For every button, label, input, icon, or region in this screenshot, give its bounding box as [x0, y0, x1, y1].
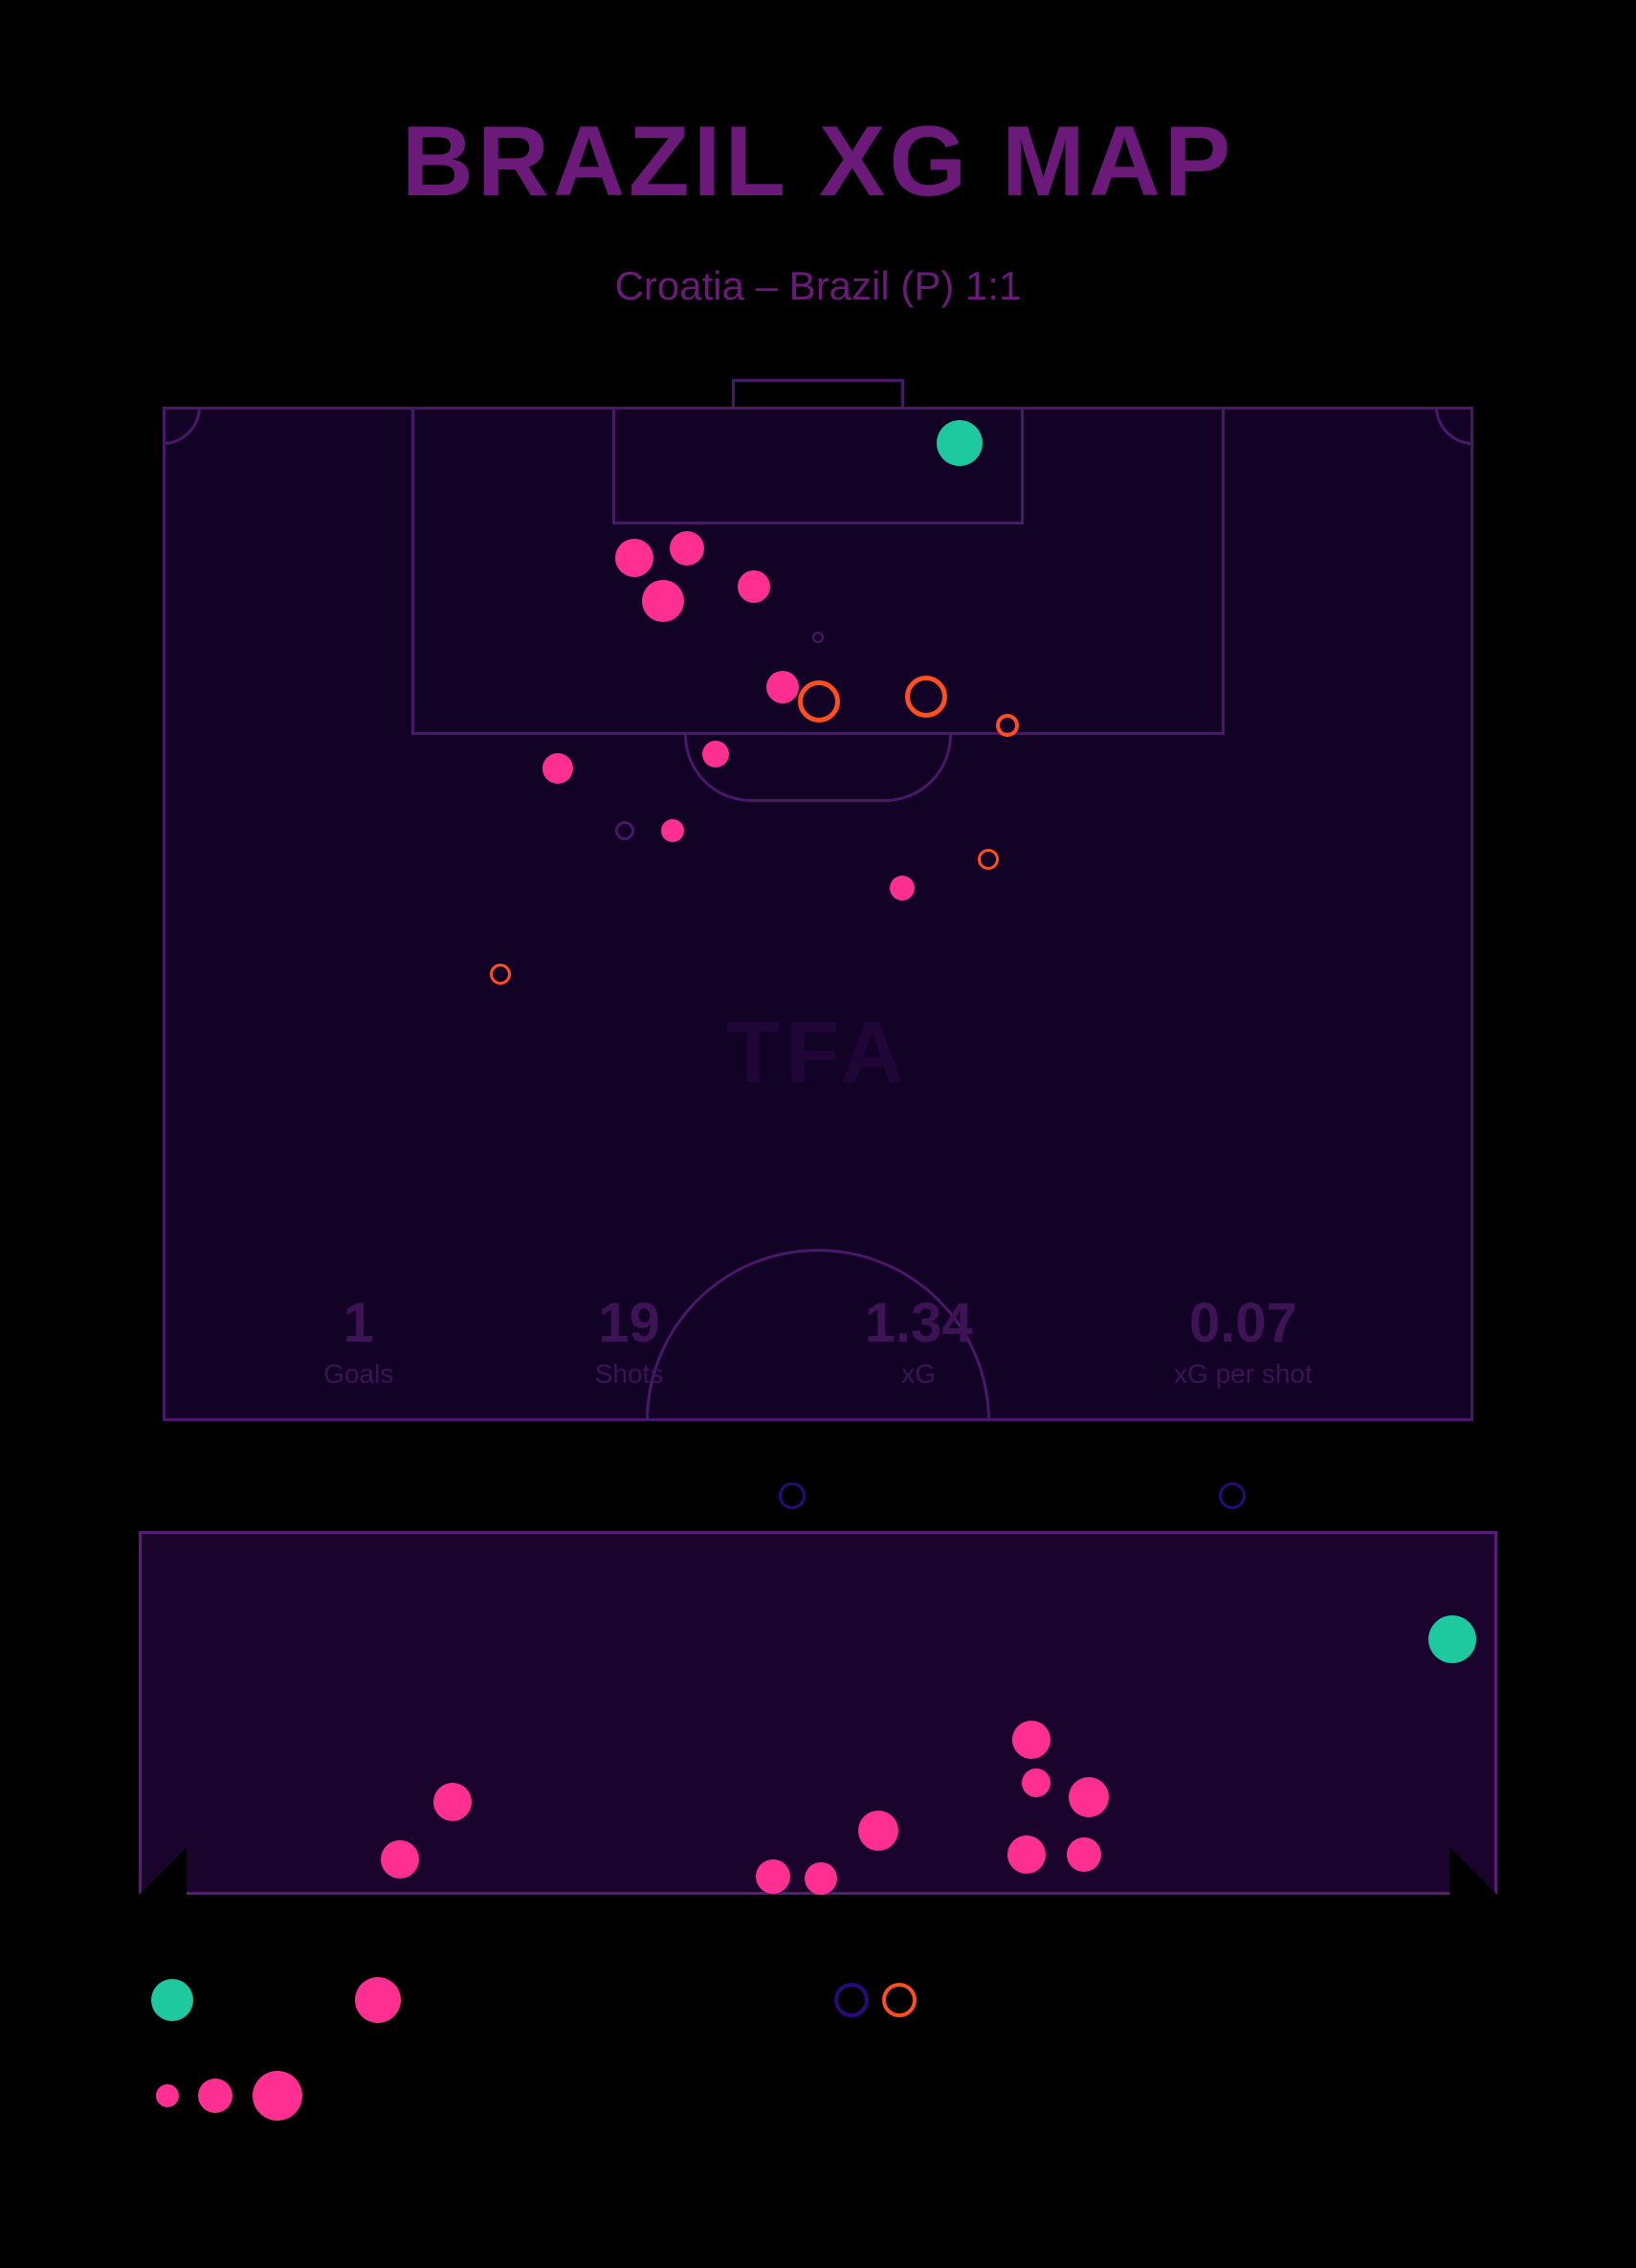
- stat-xg: 1.34 xG: [865, 1291, 973, 1390]
- shot-marker: [670, 531, 704, 566]
- stat-goals: 1 Goals: [323, 1291, 393, 1390]
- shot-marker: [1428, 1615, 1476, 1663]
- goalmouth-post-r: [1449, 1847, 1497, 1895]
- goal-frame: [732, 379, 904, 408]
- stat-value: 0.07: [1189, 1291, 1297, 1355]
- shot-marker: [834, 1983, 869, 2017]
- shot-marker: [779, 1482, 806, 1509]
- shot-marker: [1069, 1777, 1109, 1817]
- stat-value: 1.34: [865, 1291, 973, 1355]
- shot-marker: [996, 714, 1019, 737]
- shot-marker: [542, 753, 573, 784]
- shot-marker: [937, 420, 983, 466]
- shot-marker: [198, 2079, 232, 2113]
- stat-label: Goals: [323, 1359, 393, 1390]
- shot-marker: [355, 1977, 401, 2023]
- stat-label: xG: [901, 1359, 936, 1390]
- stat-shots: 19 Shots: [595, 1291, 664, 1390]
- shot-marker: [905, 676, 947, 718]
- shot-marker: [738, 570, 770, 603]
- stat-value: 19: [598, 1291, 660, 1355]
- shot-marker: [766, 671, 799, 703]
- stat-label: xG per shot: [1174, 1359, 1313, 1390]
- goalmouth-post-l: [139, 1847, 187, 1895]
- corner-arc-tr: [1435, 407, 1473, 445]
- stat-value: 1: [343, 1291, 374, 1355]
- shot-marker: [490, 964, 511, 985]
- shot-marker: [805, 1862, 837, 1895]
- shot-marker: [1067, 1837, 1101, 1872]
- shot-marker: [642, 580, 684, 622]
- chart-title: BRAZIL XG MAP: [402, 105, 1235, 219]
- chart-subtitle: Croatia – Brazil (P) 1:1: [615, 263, 1022, 309]
- goalmouth-panel: [139, 1531, 1497, 1895]
- shot-marker: [1007, 1835, 1046, 1874]
- stat-xg-per-shot: 0.07 xG per shot: [1174, 1291, 1313, 1390]
- shot-marker: [156, 2084, 179, 2107]
- shot-marker: [882, 1983, 917, 2017]
- shot-marker: [615, 821, 634, 840]
- shot-marker: [798, 680, 840, 723]
- shot-marker: [890, 876, 915, 901]
- shot-marker: [756, 1859, 790, 1894]
- watermark-text: TFA: [726, 1003, 910, 1103]
- shot-marker: [615, 539, 653, 577]
- shot-marker: [1012, 1721, 1050, 1759]
- shot-marker: [661, 819, 684, 842]
- corner-arc-tl: [163, 407, 201, 445]
- penalty-spot: [812, 632, 824, 643]
- shot-marker: [381, 1840, 419, 1879]
- shot-marker: [702, 741, 729, 767]
- shot-marker: [253, 2071, 302, 2121]
- stats-row: 1 Goals 19 Shots 1.34 xG 0.07 xG per sho…: [166, 1291, 1470, 1390]
- shot-marker: [858, 1811, 898, 1851]
- shot-marker: [433, 1783, 472, 1821]
- xg-map-container: BRAZIL XG MAP Croatia – Brazil (P) 1:1 T…: [0, 0, 1636, 2268]
- shot-marker: [151, 1979, 193, 2021]
- shot-marker: [978, 849, 999, 870]
- shot-marker: [1219, 1482, 1246, 1509]
- shot-marker: [1022, 1768, 1050, 1797]
- stat-label: Shots: [595, 1359, 664, 1390]
- pitch-panel: TFA 1 Goals 19 Shots 1.34 xG 0.07 xG per…: [163, 407, 1473, 1421]
